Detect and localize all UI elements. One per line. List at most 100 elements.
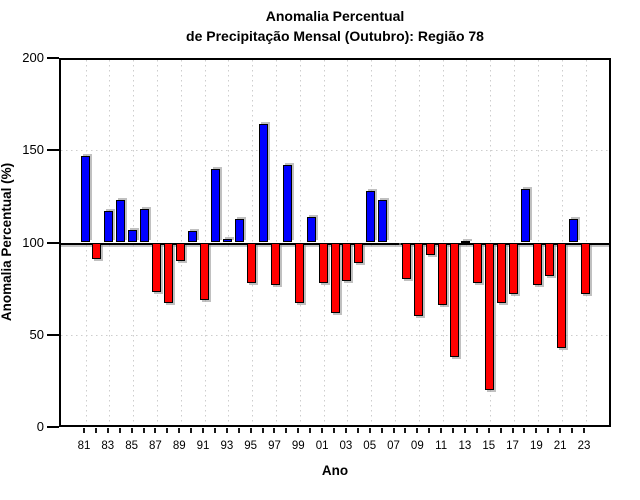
x-tick (202, 428, 205, 433)
x-tick (475, 428, 478, 433)
x-tick (333, 428, 335, 433)
x-tick (142, 428, 145, 433)
bar-16 (497, 242, 507, 304)
x-axis-label: Ano (321, 463, 349, 478)
y-tick-label: 200 (22, 50, 44, 65)
bar-85 (128, 229, 138, 243)
y-tick-label: 0 (36, 419, 44, 434)
bar-05 (366, 190, 376, 243)
x-tick (178, 428, 181, 433)
bar-14 (473, 242, 483, 284)
x-tick-label: 87 (149, 440, 162, 452)
x-tick (463, 428, 466, 433)
bar-82 (92, 242, 102, 260)
x-tick-label: 05 (363, 440, 377, 452)
bar-10 (425, 242, 435, 256)
x-tick-label: 85 (125, 440, 138, 452)
bar-81 (80, 155, 90, 243)
y-tick (47, 57, 59, 59)
bar-21 (556, 242, 566, 348)
y-tick (47, 333, 59, 336)
bar-90 (187, 231, 197, 243)
x-tick (83, 428, 85, 433)
bar-95 (247, 242, 257, 284)
x-tick (356, 428, 359, 433)
x-tick-label: 93 (220, 440, 234, 452)
x-tick (404, 428, 407, 433)
x-tick-label: 81 (77, 440, 91, 452)
bar-88 (163, 242, 173, 304)
x-tick (368, 428, 371, 433)
x-tick-label: 89 (172, 440, 186, 452)
bar-17 (509, 242, 519, 295)
x-tick-label: 11 (435, 440, 448, 452)
chart-title-line2: de Precipitação Mensal (Outubro): Região… (186, 28, 484, 44)
x-tick (511, 428, 514, 433)
bar-03 (342, 242, 352, 282)
x-tick (94, 428, 97, 433)
x-tick (166, 428, 169, 433)
x-tick (213, 428, 216, 433)
x-tick-label: 21 (553, 440, 567, 452)
y-tick-label: 100 (22, 234, 44, 250)
bar-94 (235, 218, 245, 243)
x-tick-label: 13 (458, 440, 472, 452)
x-tick (547, 428, 550, 433)
y-tick-label: 150 (22, 142, 44, 158)
x-tick (225, 428, 228, 433)
x-tick (559, 428, 562, 433)
y-tick (47, 241, 59, 244)
x-tick (106, 428, 109, 433)
bar-97 (270, 242, 280, 285)
bar-99 (294, 242, 304, 304)
x-tick-label: 09 (410, 440, 424, 452)
bar-92 (211, 168, 221, 243)
y-tick-label: 50 (29, 326, 44, 342)
x-tick-label: 17 (506, 440, 519, 452)
x-tick (452, 428, 455, 433)
bar-86 (140, 209, 150, 243)
bar-02 (330, 242, 340, 313)
x-tick (535, 428, 538, 433)
x-tick (380, 428, 383, 433)
x-tick (499, 428, 502, 433)
x-tick (392, 428, 395, 433)
bar-18 (520, 188, 530, 243)
x-tick-label: 97 (268, 440, 281, 452)
bar-23 (580, 242, 590, 295)
x-tick-label: 83 (101, 440, 115, 452)
x-tick-label: 91 (196, 440, 210, 452)
bar-91 (199, 242, 209, 300)
x-tick-label: 15 (482, 440, 496, 452)
bar-13 (461, 240, 471, 243)
x-tick-label: 95 (244, 440, 258, 452)
x-tick (118, 428, 121, 433)
bar-09 (413, 242, 423, 317)
x-tick (571, 428, 574, 433)
bar-00 (306, 216, 316, 243)
bar-20 (544, 242, 554, 276)
bar-98 (282, 165, 292, 243)
x-tick (440, 428, 443, 433)
bar-08 (401, 242, 411, 280)
bar-87 (151, 242, 161, 293)
chart-title-line1: Anomalia Percentual (265, 8, 405, 24)
x-tick-label: 99 (291, 440, 305, 452)
bar-84 (116, 200, 126, 243)
horizontal-gridline (61, 334, 609, 336)
bar-12 (449, 242, 459, 357)
x-tick-label: 03 (339, 440, 353, 452)
x-tick-label: 01 (315, 440, 329, 452)
bar-19 (532, 242, 542, 285)
x-tick (583, 428, 585, 433)
bar-96 (259, 124, 269, 243)
x-tick (285, 428, 288, 433)
bar-22 (568, 218, 578, 243)
x-tick (273, 428, 276, 433)
x-tick (428, 428, 431, 433)
x-tick-label: 07 (387, 440, 400, 452)
x-tick (154, 428, 157, 433)
x-tick (130, 428, 133, 433)
x-tick (416, 428, 419, 433)
